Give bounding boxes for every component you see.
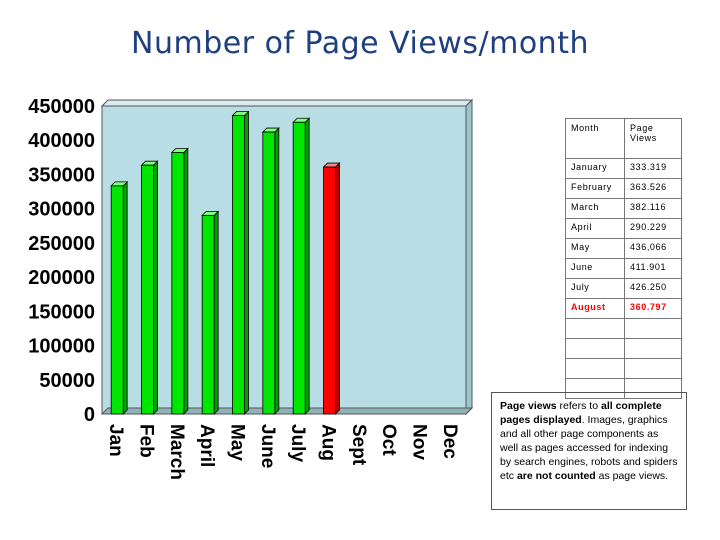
table-row: January 333.319 <box>565 158 682 179</box>
table-header-cell: Month <box>565 118 625 159</box>
month-cell: March <box>565 198 625 219</box>
bar-july <box>292 117 311 415</box>
views-cell: 363.526 <box>624 178 682 199</box>
bar-front <box>232 115 245 415</box>
bar-aug <box>322 162 341 415</box>
x-tick-label: May <box>227 424 248 461</box>
note-text: as page views. <box>595 470 669 482</box>
note-emphasis: Page views <box>500 400 557 412</box>
x-tick-label: July <box>287 424 308 462</box>
empty-table-row <box>565 338 682 359</box>
y-tick-label: 0 <box>84 404 95 426</box>
bar-front <box>323 166 336 415</box>
plot-floor <box>100 407 474 415</box>
table-row: February 363.526 <box>565 178 682 199</box>
x-tick-label: March <box>166 424 187 480</box>
table-row: June 411.901 <box>565 258 682 279</box>
note-emphasis: are not counted <box>516 470 596 482</box>
table-row: July 426.250 <box>565 278 682 299</box>
bar-side <box>244 110 249 415</box>
x-tick-label: Dec <box>439 424 460 459</box>
y-tick-label: 200000 <box>28 267 95 289</box>
x-tick-label: Feb <box>136 424 157 458</box>
table-row: March 382.116 <box>565 198 682 219</box>
note-text: . Images, graphics and all other page co… <box>500 414 678 482</box>
views-cell: 360.797 <box>624 298 682 319</box>
x-tick-label: Sept <box>348 424 369 466</box>
views-cell: 411.901 <box>624 258 682 279</box>
y-tick-label: 300000 <box>28 199 95 221</box>
month-cell: July <box>565 278 625 299</box>
bar-side <box>274 127 280 415</box>
plot-top-edge <box>100 99 474 107</box>
y-tick-label: 250000 <box>28 233 95 255</box>
page-views-note: Page views refers to all complete pages … <box>491 392 687 510</box>
table-row: May 436,066 <box>565 238 682 259</box>
bar-june <box>261 127 280 415</box>
x-tick-label: Jan <box>105 424 126 457</box>
plot-area <box>100 98 474 416</box>
month-cell: April <box>565 218 625 239</box>
bar-side <box>213 210 219 415</box>
note-text: refers to <box>556 400 601 412</box>
views-cell: 382.116 <box>624 198 682 219</box>
empty-table-row <box>565 318 682 339</box>
bars <box>110 110 341 415</box>
views-cell: 290.229 <box>624 218 682 239</box>
x-tick-label: Oct <box>378 424 399 456</box>
bar-side <box>153 160 158 415</box>
table-row: April 290.229 <box>565 218 682 239</box>
x-tick-label: June <box>257 424 278 468</box>
empty-table-row <box>565 378 682 399</box>
page-views-table: Month Page Views January 333.319 February 363… <box>565 118 682 399</box>
month-cell: May <box>565 238 625 259</box>
bar-front <box>262 131 276 415</box>
bar-front <box>141 164 154 415</box>
views-cell: 333.319 <box>624 158 682 179</box>
x-tick-label: Nov <box>409 424 430 460</box>
bar-front <box>171 152 185 415</box>
table-header-row: Month Page Views <box>565 118 682 159</box>
table-header-cell: Page Views <box>624 118 682 159</box>
page-title: Number of Page Views/month <box>131 26 589 61</box>
month-cell: June <box>565 258 625 279</box>
month-cell: January <box>565 158 625 179</box>
y-tick-label: 100000 <box>28 336 95 358</box>
y-axis: 0 50000 100000 150000 200000 250000 300000 3500… <box>28 96 95 426</box>
bar-front <box>201 214 215 415</box>
bar-jan <box>110 180 129 415</box>
x-tick-label: Aug <box>318 424 339 461</box>
plot-side-edge <box>465 98 473 416</box>
x-tick-label: April <box>196 424 217 467</box>
bar-march <box>170 147 189 415</box>
y-tick-label: 400000 <box>28 130 95 152</box>
bar-feb <box>140 160 159 415</box>
x-axis: Jan Feb March April May June July Aug Sept Oct Nov… <box>105 424 460 480</box>
y-tick-label: 150000 <box>28 301 95 323</box>
bar-front <box>292 121 306 415</box>
y-tick-label: 50000 <box>39 370 95 392</box>
y-tick-label: 350000 <box>28 164 95 186</box>
note-emphasis: all complete pages displayed <box>500 400 662 426</box>
bar-april <box>201 210 220 415</box>
bar-may <box>231 110 250 415</box>
y-tick-label: 450000 <box>28 96 95 118</box>
empty-table-row <box>565 358 682 379</box>
bar-side <box>122 180 128 415</box>
bar-side <box>304 117 310 415</box>
bar-side <box>335 162 340 415</box>
table-row: August 360.797 <box>565 298 682 319</box>
month-cell: February <box>565 178 625 199</box>
bar-side <box>183 147 189 415</box>
month-cell: August <box>565 298 625 319</box>
views-cell: 436,066 <box>624 238 682 259</box>
bar-front <box>110 185 124 415</box>
views-cell: 426.250 <box>624 278 682 299</box>
